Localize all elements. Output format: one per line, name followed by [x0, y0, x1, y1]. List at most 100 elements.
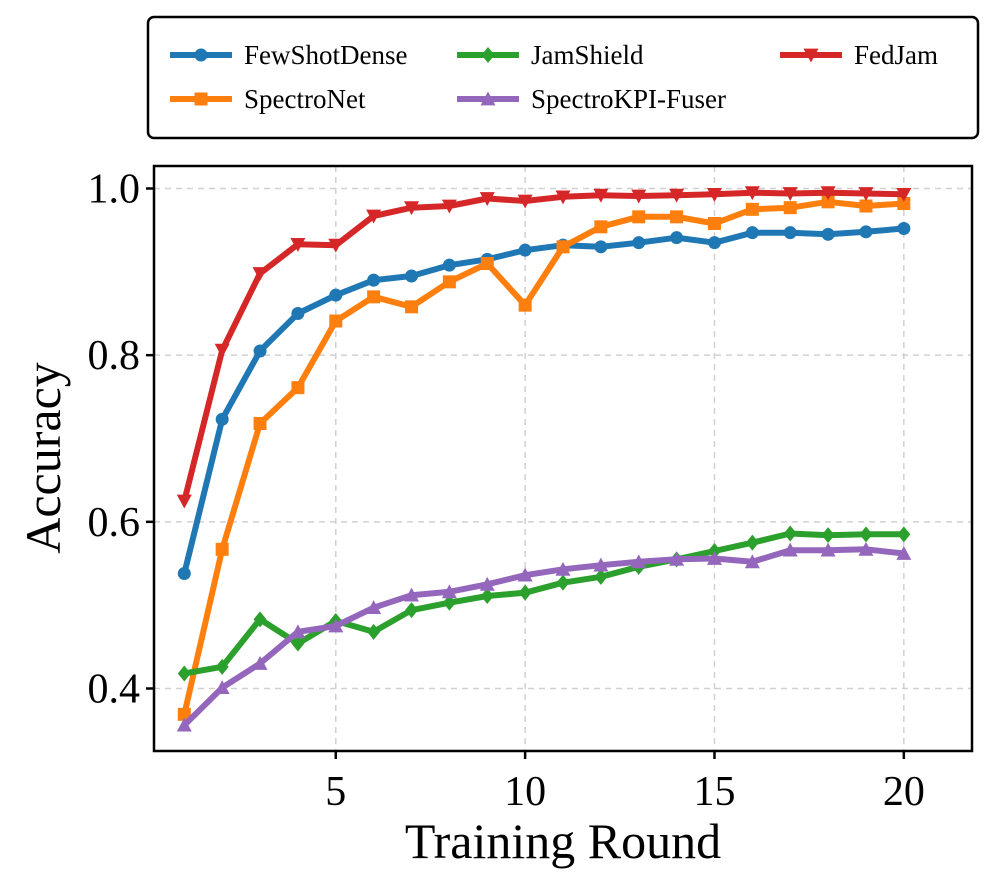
data-point-fedjam — [441, 199, 457, 214]
data-point-fewshotdense — [367, 273, 381, 287]
data-point-spectrokpi-fuser — [290, 624, 306, 639]
data-point-spectrokpi-fuser — [669, 551, 685, 566]
data-point-jamshield — [367, 623, 381, 640]
series-line-fedjam — [181, 189, 907, 504]
data-point-fedjam — [706, 187, 722, 202]
data-point-spectronet — [518, 298, 532, 312]
legend-label: FedJam — [854, 40, 938, 70]
data-point-fedjam — [214, 343, 230, 358]
data-point-fewshotdense — [215, 412, 229, 426]
data-point-spectrokpi-fuser — [517, 567, 533, 582]
legend-item-jamshield: JamShield — [457, 40, 644, 70]
data-point-jamshield — [745, 534, 759, 551]
x-tick-label: 15 — [693, 769, 735, 815]
data-point-fedjam — [858, 187, 874, 201]
legend-item-fedjam: FedJam — [780, 40, 938, 70]
data-point-spectronet — [897, 197, 911, 210]
series-line-jamshield — [181, 530, 907, 677]
data-point-spectronet — [821, 195, 835, 209]
legend-item-spectronet: SpectroNet — [170, 84, 366, 114]
y-axis-title: Accuracy — [15, 362, 71, 554]
legend-marker — [194, 92, 208, 106]
data-point-fedjam — [404, 201, 420, 216]
legend-label: JamShield — [531, 40, 644, 70]
data-point-fewshotdense — [253, 344, 267, 358]
data-point-jamshield — [291, 635, 305, 652]
data-point-jamshield — [253, 611, 267, 628]
data-point-spectronet — [253, 417, 267, 430]
legend-label: SpectroKPI-Fuser — [531, 84, 726, 114]
data-point-fewshotdense — [897, 222, 911, 235]
data-point-spectronet — [556, 240, 570, 254]
legend-label: FewShotDense — [244, 40, 408, 70]
data-point-spectrokpi-fuser — [441, 584, 457, 599]
data-point-spectronet — [405, 300, 419, 314]
data-point-fewshotdense — [329, 288, 343, 302]
data-point-spectrokpi-fuser — [744, 554, 760, 569]
data-point-fewshotdense — [518, 243, 532, 257]
legend-frame — [146, 15, 980, 140]
y-tick-label: 0.6 — [88, 500, 141, 546]
y-tick-label: 1.0 — [88, 167, 141, 213]
x-axis-title: Training Round — [405, 813, 721, 869]
data-point-spectrokpi-fuser — [593, 557, 609, 572]
data-point-spectrokpi-fuser — [858, 541, 874, 556]
series-spectrokpi-fuser — [176, 541, 912, 732]
data-point-fewshotdense — [745, 226, 759, 240]
data-point-jamshield — [556, 574, 570, 591]
data-point-fewshotdense — [783, 226, 797, 240]
series-spectronet — [177, 195, 911, 721]
x-tick-label: 5 — [325, 769, 346, 815]
data-point-fedjam — [290, 237, 306, 252]
grid — [154, 166, 972, 751]
data-point-fedjam — [479, 192, 495, 206]
data-point-fedjam — [896, 187, 912, 202]
data-point-fedjam — [555, 190, 571, 205]
data-point-spectrokpi-fuser — [479, 576, 495, 591]
data-point-spectrokpi-fuser — [706, 551, 722, 565]
legend: FewShotDense SpectroNet JamShield SpectroKP… — [146, 15, 980, 140]
data-point-fewshotdense — [670, 231, 684, 245]
data-point-spectrokpi-fuser — [404, 587, 420, 602]
data-point-fedjam — [252, 267, 268, 281]
data-point-fedjam — [517, 194, 533, 209]
data-point-spectronet — [783, 201, 797, 215]
legend-label: SpectroNet — [244, 84, 366, 114]
data-point-fedjam — [176, 494, 192, 509]
x-tick-label: 10 — [504, 769, 546, 815]
data-point-spectronet — [707, 217, 721, 230]
legend-item-spectrokpi-fuser: SpectroKPI-Fuser — [457, 84, 726, 114]
data-point-spectrokpi-fuser — [820, 542, 836, 557]
data-point-jamshield — [783, 525, 797, 542]
data-point-fedjam — [366, 209, 382, 224]
data-point-spectronet — [329, 314, 343, 328]
data-point-jamshield — [442, 594, 456, 611]
data-point-spectronet — [215, 542, 229, 556]
data-point-spectrokpi-fuser — [896, 546, 912, 560]
data-point-spectronet — [632, 210, 646, 224]
data-point-fewshotdense — [594, 240, 608, 254]
data-point-spectronet — [859, 199, 873, 213]
series-layer — [176, 186, 912, 732]
data-point-jamshield — [405, 602, 419, 619]
legend-marker — [480, 91, 496, 106]
data-point-spectronet — [745, 202, 759, 216]
data-point-fedjam — [631, 189, 647, 204]
data-point-fedjam — [744, 186, 760, 201]
legend-item-fewshotdense: FewShotDense — [170, 40, 408, 70]
data-point-spectrokpi-fuser — [782, 542, 798, 557]
data-point-spectrokpi-fuser — [328, 618, 344, 633]
series-fedjam — [176, 186, 912, 509]
data-point-spectronet — [670, 210, 684, 224]
y-tick-label: 0.4 — [88, 667, 141, 713]
data-point-jamshield — [518, 584, 532, 601]
series-line-spectrokpi-fuser — [181, 546, 907, 729]
data-point-fedjam — [820, 186, 836, 201]
legend-marker — [803, 48, 819, 63]
plot-frame — [152, 164, 974, 753]
x-tick-label: 20 — [883, 769, 925, 815]
data-point-fewshotdense — [632, 236, 646, 250]
data-point-fewshotdense — [821, 227, 835, 241]
data-point-fewshotdense — [442, 258, 456, 272]
